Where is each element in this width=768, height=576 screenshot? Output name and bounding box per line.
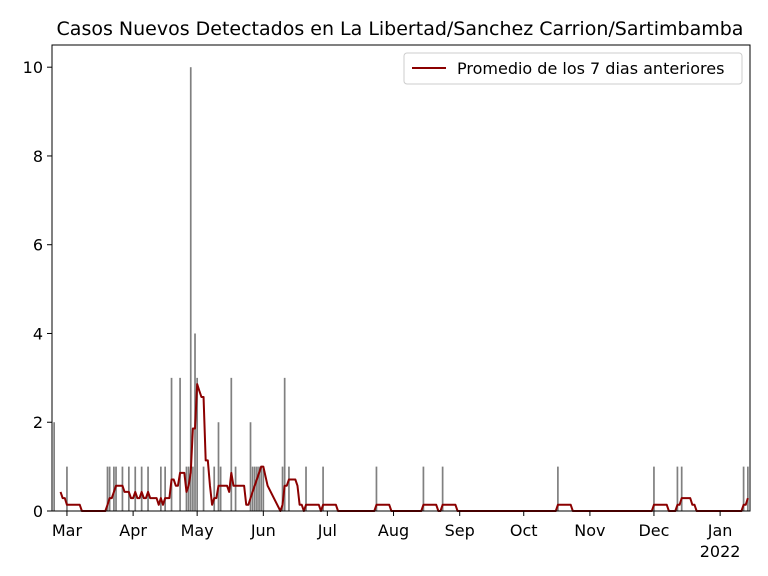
y-tick-label-0: 0	[33, 502, 43, 521]
x-tick-label-6: Sep	[445, 521, 475, 540]
bar-20	[196, 377, 199, 511]
bar-41	[441, 466, 444, 511]
x-tick-label-0: Mar	[52, 521, 83, 540]
bar-18	[192, 466, 194, 511]
bar-7	[127, 466, 130, 511]
bar-1	[66, 466, 68, 511]
bar-27	[249, 422, 252, 511]
bar-9	[140, 466, 143, 511]
bar-46	[742, 466, 745, 511]
chart-title: Casos Nuevos Detectados en La Libertad/S…	[57, 18, 744, 40]
bar-30	[256, 466, 258, 511]
x-tick-label-9: Dec	[638, 521, 669, 540]
bar-5	[115, 466, 117, 511]
line-layer	[59, 383, 749, 512]
y-tick-label-6: 6	[33, 236, 43, 255]
bar-17	[189, 67, 192, 511]
bar-22	[213, 466, 216, 511]
bar-37	[305, 466, 307, 511]
bar-29	[253, 466, 256, 511]
bar-31	[258, 466, 260, 511]
x-tick-label-10: Jan 2022	[700, 521, 741, 561]
y-tick-label-10: 10	[23, 58, 43, 77]
bar-4	[113, 466, 115, 511]
y-tick-label-4: 4	[33, 324, 43, 343]
x-tick-label-5: Aug	[378, 521, 409, 540]
plot-area	[51, 44, 751, 512]
bar-25	[230, 377, 233, 511]
legend-box	[403, 52, 743, 85]
series-line-0	[59, 383, 749, 512]
bar-10	[147, 466, 149, 511]
x-tick-label-7: Oct	[510, 521, 538, 540]
bar-8	[134, 466, 137, 511]
bar-43	[653, 466, 655, 511]
bar-2	[106, 466, 109, 511]
bar-34	[281, 466, 284, 511]
bar-26	[234, 466, 237, 511]
x-tick-label-4: Jul	[317, 521, 337, 540]
bar-40	[422, 466, 425, 511]
y-axis: 0 2 4 6 8 10	[23, 58, 52, 521]
bar-23	[217, 422, 220, 511]
bar-6	[121, 466, 124, 511]
bar-32	[260, 466, 263, 511]
x-tick-label-2: May	[181, 521, 214, 540]
bar-24	[219, 466, 222, 511]
y-tick-label-2: 2	[33, 413, 43, 432]
bar-0	[53, 422, 55, 511]
bar-13	[170, 377, 173, 511]
bar-12	[164, 466, 166, 511]
bar-45	[680, 466, 683, 511]
x-axis: Mar Apr May Jun Jul Aug Sep Oct Nov Dec Jan 2022	[52, 511, 741, 561]
bars-layer	[53, 67, 749, 511]
y-tick-label-8: 8	[33, 147, 43, 166]
bar-38	[322, 466, 324, 511]
legend-label: Promedio de los 7 dias anteriores	[457, 59, 724, 78]
bar-3	[108, 466, 111, 511]
x-tick-label-8: Nov	[574, 521, 605, 540]
bar-14	[179, 377, 181, 511]
bar-35	[283, 377, 286, 511]
x-tick-label-1: Apr	[119, 521, 147, 540]
bar-16	[187, 466, 190, 511]
bar-47	[747, 466, 749, 511]
bar-42	[557, 466, 559, 511]
bar-11	[160, 466, 162, 511]
bar-39	[375, 466, 378, 511]
x-tick-label-3: Jun	[250, 521, 276, 540]
bar-33	[262, 466, 265, 511]
bar-36	[288, 466, 290, 511]
bar-44	[676, 466, 679, 511]
legend: Promedio de los 7 dias anteriores	[403, 52, 743, 85]
bar-21	[202, 466, 205, 511]
